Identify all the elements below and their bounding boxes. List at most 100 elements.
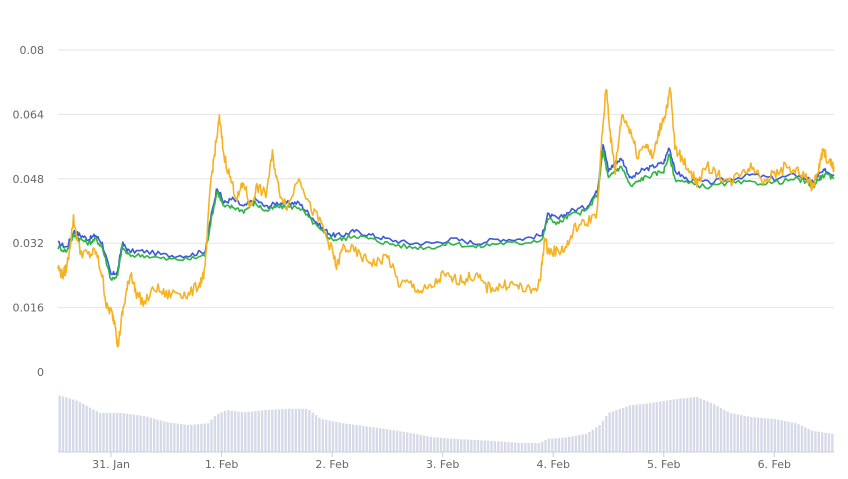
volume-bar: [102, 413, 105, 452]
volume-bar: [119, 413, 122, 452]
volume-bar: [578, 435, 581, 452]
volume-bar: [237, 411, 240, 452]
volume-bar: [183, 424, 186, 452]
volume-bar: [507, 442, 510, 452]
volume-bar: [574, 435, 578, 452]
volume-bar: [163, 421, 166, 452]
volume-bar: [490, 440, 493, 452]
volume-bar: [632, 404, 635, 452]
volume-bar: [544, 439, 547, 452]
volume-bar: [588, 431, 591, 452]
volume-bar: [412, 433, 416, 452]
x-tick-label: 4. Feb: [536, 458, 569, 471]
volume-bar: [510, 442, 513, 452]
volume-bar: [689, 397, 692, 452]
volume-bar: [152, 418, 156, 452]
volume-bar: [176, 423, 179, 452]
volume-bar: [459, 439, 463, 452]
volume-bar: [358, 425, 362, 452]
volume-bar: [375, 427, 379, 452]
volume-bar: [527, 443, 530, 452]
volume-bar: [416, 434, 419, 452]
volume-bar: [233, 411, 237, 452]
volume-bar: [92, 409, 95, 452]
x-tick-label: 31. Jan: [92, 458, 130, 471]
volume-bar: [659, 401, 662, 452]
volume-bar: [196, 424, 200, 452]
volume-bar: [331, 421, 335, 452]
series-line-0: [57, 143, 835, 276]
volume-bar: [200, 423, 203, 452]
volume-bar: [540, 441, 544, 452]
volume-bar: [773, 419, 777, 452]
volume-bar: [335, 421, 338, 452]
volume-bar: [702, 399, 706, 452]
volume-bar: [281, 409, 284, 452]
volume-bar: [686, 397, 689, 452]
volume-bar: [385, 429, 389, 452]
volume-bar: [301, 408, 304, 452]
volume-bar: [584, 434, 588, 452]
volume-bar: [699, 398, 702, 452]
volume-bar: [250, 411, 254, 452]
volume-bar: [453, 438, 456, 452]
volume-bar: [389, 429, 392, 452]
volume-bar: [810, 430, 814, 452]
volume-bar: [537, 443, 540, 452]
volume-bar: [58, 395, 61, 452]
volume-bar: [217, 413, 220, 452]
volume-bar: [82, 403, 85, 452]
volume-bar: [824, 432, 827, 452]
volume-bar: [227, 410, 230, 452]
volume-bar: [193, 424, 196, 452]
volume-bar: [827, 433, 831, 452]
volume-bar: [142, 415, 146, 452]
volume-bar: [277, 409, 281, 452]
volume-bar: [399, 431, 402, 452]
series-line-1: [57, 149, 835, 281]
volume-bar: [483, 440, 486, 452]
volume-bar: [125, 413, 129, 452]
volume-bar: [247, 411, 250, 452]
volume-bar: [291, 408, 294, 452]
volume-bar: [267, 409, 271, 452]
volume-bar: [601, 420, 605, 452]
volume-bar: [753, 417, 756, 452]
volume-bar: [672, 399, 675, 452]
volume-bar: [298, 408, 301, 452]
volume-bar: [429, 436, 433, 452]
volume-bar: [554, 438, 557, 452]
volume-bar: [308, 409, 311, 452]
y-tick-label: 0.064: [13, 108, 45, 121]
volume-bar: [804, 427, 807, 452]
volume-bar: [486, 440, 490, 452]
volume-bar: [68, 398, 71, 452]
volume-bar: [402, 431, 406, 452]
volume-bar: [726, 411, 729, 452]
volume-bar: [186, 424, 190, 452]
volume-bar: [132, 414, 136, 452]
volume-bar: [466, 439, 470, 452]
volume-bar: [756, 417, 760, 452]
volume-bar: [304, 408, 308, 452]
volume-bar: [567, 436, 571, 452]
volume-bar: [497, 441, 500, 452]
series-line-2: [57, 86, 835, 348]
volume-bar: [665, 400, 669, 452]
volume-bar: [648, 403, 652, 452]
volume-bar: [628, 405, 632, 452]
x-tick-label: 2. Feb: [315, 458, 348, 471]
x-tick-label: 6. Feb: [758, 458, 791, 471]
volume-bar: [311, 412, 314, 452]
volume-bar: [817, 431, 821, 452]
volume-bar: [729, 413, 733, 452]
volume-bar: [571, 436, 574, 452]
volume-bar: [611, 411, 615, 452]
volume-bar: [645, 403, 648, 452]
volume-bar: [513, 442, 517, 452]
volume-bar: [179, 424, 183, 452]
volume-bar: [287, 408, 291, 452]
volume-bar: [679, 398, 682, 452]
volume-bar: [790, 422, 794, 452]
